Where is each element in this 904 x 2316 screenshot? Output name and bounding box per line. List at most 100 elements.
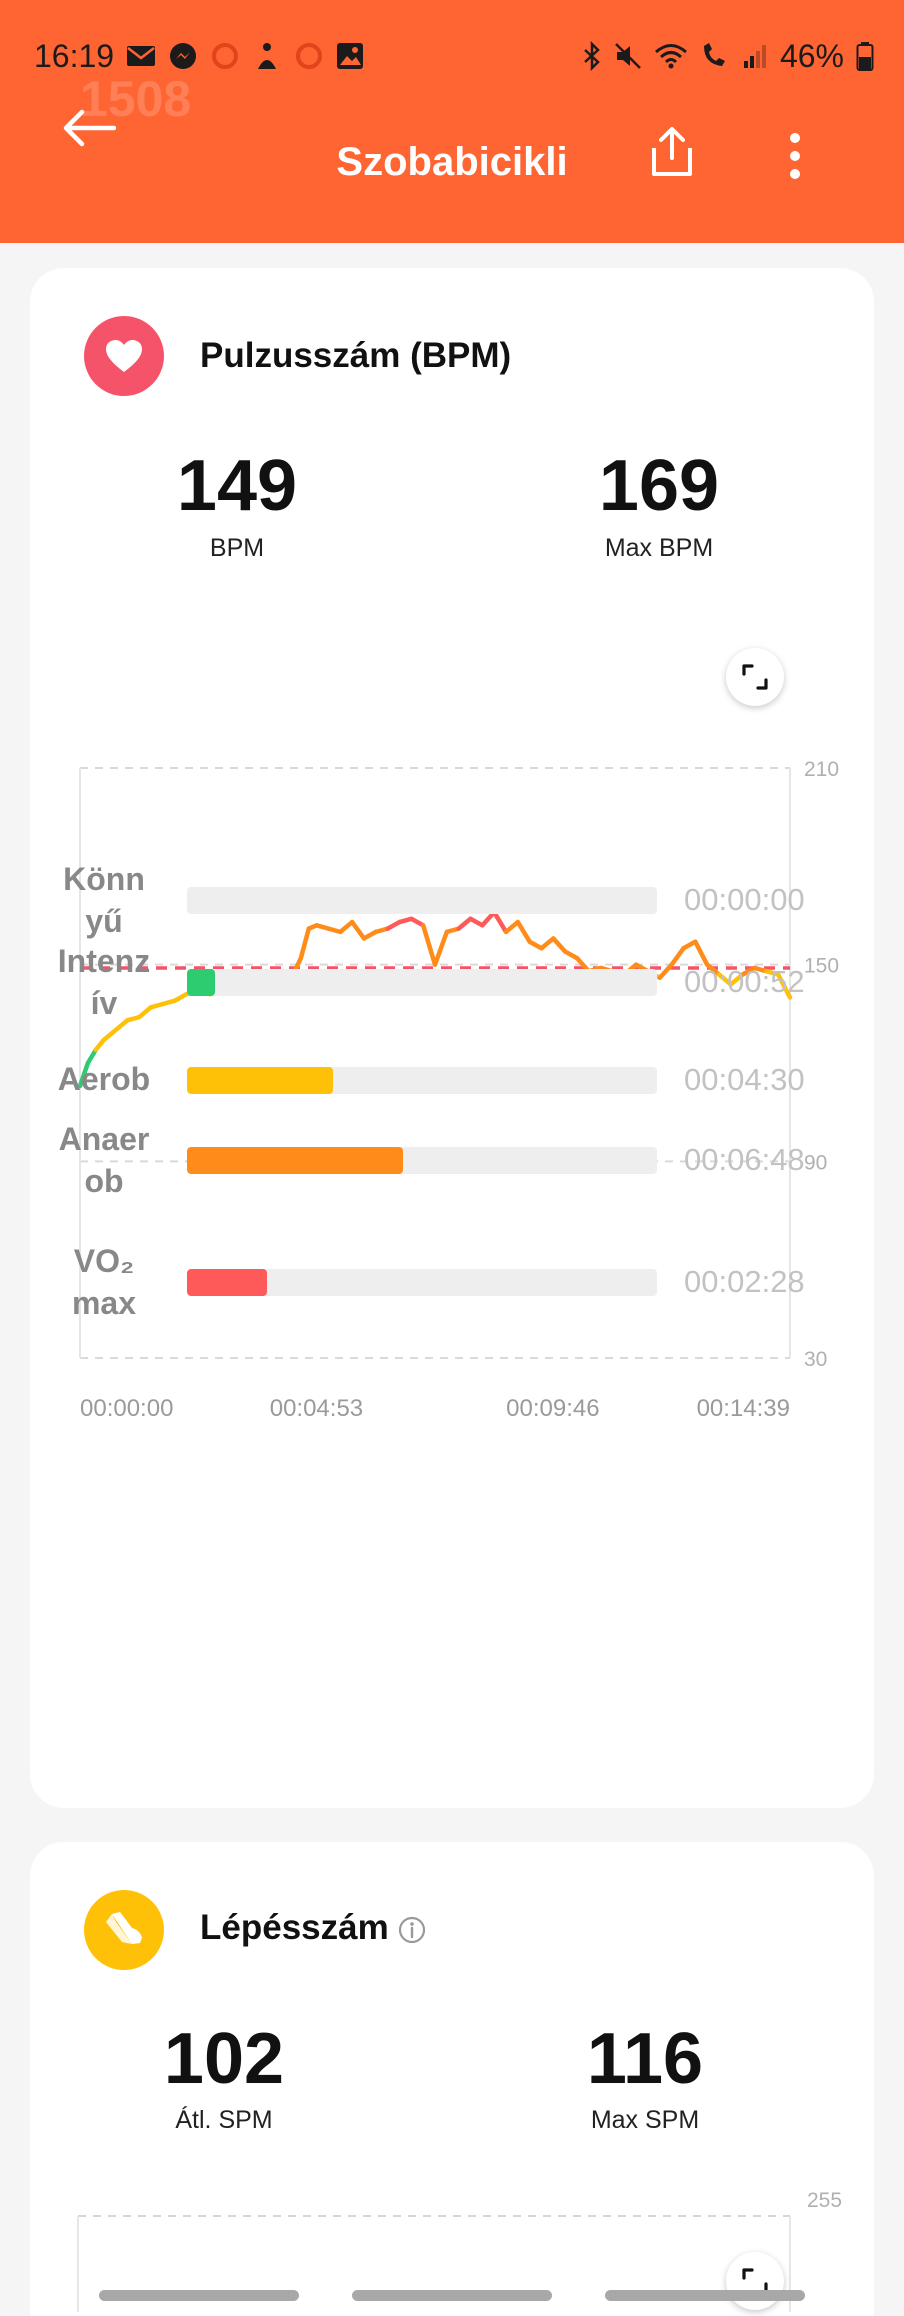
hr-line-segment: [704, 962, 722, 977]
hr-line-segment: [136, 1005, 154, 1020]
ghost-text: 1508: [80, 71, 192, 127]
x-tick-label: 00:00:00: [80, 1395, 173, 1422]
zone-time: 00:02:28: [684, 1264, 805, 1299]
hr-line-segment: [349, 919, 367, 941]
zone-label: Könn yű: [63, 861, 145, 939]
zone-label: Anaer ob: [58, 1121, 150, 1199]
hr-line-segment: [728, 972, 745, 987]
nav-back-button[interactable]: [605, 2290, 805, 2301]
signal-icon: [743, 45, 766, 68]
hr-line-segment: [385, 919, 402, 931]
zone-row: VO₂ max 00:02:28: [30, 1240, 874, 1324]
image-icon: [337, 43, 364, 69]
messenger-icon: [170, 43, 197, 69]
heart-rate-chart: 210 150 90 30 00:00:00 00:04:53 00:09:46 00:14…: [77, 758, 839, 1422]
hr-line-segment: [468, 916, 485, 928]
info-icon[interactable]: [397, 1915, 427, 1945]
hr-line-segment: [338, 919, 355, 935]
y-tick-label: 210: [804, 758, 839, 781]
zone-time: 00:00:00: [684, 882, 805, 917]
mute-icon: [615, 43, 641, 69]
hr-line-segment: [539, 936, 556, 951]
zone-label: VO₂ max: [71, 1243, 137, 1321]
expand-icon: [742, 664, 768, 690]
hr-line-segment: [77, 1060, 91, 1089]
zone-bar-fill: [187, 1067, 333, 1094]
expand-chart-button[interactable]: [726, 648, 784, 706]
heart-rate-icon-badge: [84, 316, 164, 396]
zone-bar-fill: [187, 1147, 404, 1174]
status-bar-right: 46%: [582, 38, 874, 75]
hr-line-segment: [361, 929, 379, 941]
hr-line-segment: [491, 909, 509, 935]
zone-bar-track: [187, 1147, 657, 1174]
x-tick-label: 00:04:53: [270, 1395, 363, 1422]
zone-label: Aerob: [57, 1061, 151, 1097]
avg-bpm-value: 149: [176, 446, 298, 526]
accessibility-icon: [258, 43, 277, 69]
zone-time: 00:06:48: [684, 1142, 805, 1177]
status-bar: 16:19 46%: [34, 34, 874, 78]
zone-bar-track: [187, 969, 657, 996]
hr-line-segment: [172, 991, 189, 1003]
arrow-left-icon[interactable]: [62, 108, 116, 148]
system-nav-bar: [0, 2290, 904, 2302]
zone-row: Intenz ív 00:00:52: [30, 940, 874, 1024]
heart-icon: [106, 340, 142, 372]
zone-row: Anaer ob 00:06:48: [30, 1118, 874, 1202]
hr-line-segment: [298, 926, 312, 961]
y-tick-label: 255: [807, 2192, 842, 2212]
battery-icon: [856, 42, 874, 71]
hr-line-segment: [420, 923, 438, 967]
steps-icon-badge: [84, 1890, 164, 1970]
x-tick-label: 00:09:46: [506, 1395, 599, 1422]
zone-row: Aerob 00:04:30: [30, 1058, 874, 1102]
nav-home-button[interactable]: [352, 2290, 552, 2301]
circle-icon: [212, 43, 239, 69]
status-bar-left: 16:19: [34, 38, 364, 75]
nav-recents-button[interactable]: [99, 2290, 299, 2301]
max-bpm-label: Max BPM: [604, 534, 714, 562]
zone-bar-track: [187, 1067, 657, 1094]
hr-line-segment: [551, 936, 568, 954]
hr-line-segment: [432, 929, 450, 967]
avg-spm-label: Átl. SPM: [175, 2106, 273, 2134]
avg-bpm-label: BPM: [209, 534, 265, 562]
max-bpm-value: 169: [598, 446, 720, 526]
avg-spm-value: 102: [163, 2019, 285, 2099]
x-tick-group: 00:00:00 00:04:53 00:09:46 00:14:39: [80, 1395, 790, 1422]
more-vertical-icon[interactable]: [788, 132, 802, 180]
hr-line-segment: [693, 939, 710, 967]
hr-line-segment: [669, 946, 686, 967]
hr-line-segment: [527, 939, 544, 951]
share-icon[interactable]: [650, 126, 694, 178]
steps-title: Lépésszám: [200, 1908, 389, 1947]
y-tick-group: 210 150 90 30: [804, 758, 839, 1371]
app-header: 16:19 46% 1508 Szobabicikli: [0, 0, 904, 243]
steps-card: Lépésszám 102 Átl. SPM 116 Max SPM 255: [30, 1842, 874, 2316]
hr-line-segment: [740, 965, 757, 977]
hr-line-segment: [681, 939, 698, 951]
hr-line-segment: [657, 962, 674, 981]
hr-line-segment: [409, 916, 426, 928]
zone-bar-fill: [187, 1269, 267, 1296]
zone-label: Intenz ív: [57, 943, 151, 1021]
max-spm-label: Max SPM: [590, 2106, 700, 2134]
heart-rate-title: Pulzusszám (BPM): [200, 336, 512, 375]
hr-line-segment: [503, 919, 521, 935]
shoe-icon: [106, 1912, 142, 1944]
battery-percent: 46%: [779, 37, 844, 74]
hr-line-segment: [775, 972, 793, 1000]
hr-line-segment: [515, 919, 532, 944]
zone-bar-track: [187, 1269, 657, 1296]
y-tick-label: 90: [804, 1151, 827, 1174]
wifi-call-icon: [703, 43, 725, 66]
steps-chart: 255: [77, 2192, 842, 2312]
hr-line-segment: [716, 972, 734, 987]
bluetooth-icon: [584, 41, 600, 71]
mail-icon: [127, 46, 156, 66]
page-title: Szobabicikli: [336, 140, 568, 184]
y-tick-label: 30: [804, 1348, 827, 1371]
heart-rate-card: Pulzusszám (BPM) 149 BPM 169 Max BPM 210…: [30, 268, 874, 1808]
hr-line-segment: [85, 1047, 99, 1066]
